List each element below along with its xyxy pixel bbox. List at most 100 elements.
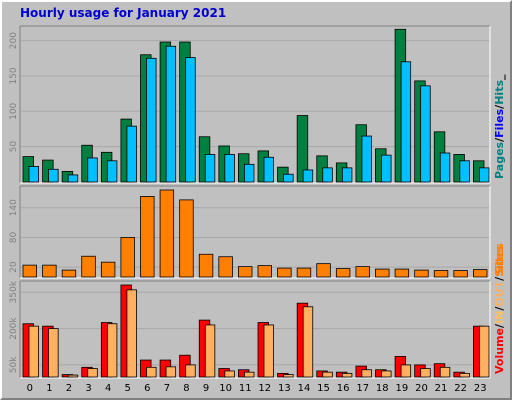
legend-entry: OUT <box>493 280 506 306</box>
xtick-label: 3 <box>85 383 91 394</box>
chart-title: Hourly usage for January 2021 <box>20 6 227 20</box>
xtick-label: 10 <box>219 383 232 394</box>
ytick-label-sites: 20 <box>9 261 19 273</box>
xtick-label: 16 <box>337 383 350 394</box>
legend-entry: Pages <box>493 141 506 179</box>
bar-hits-hits <box>322 167 333 183</box>
bar-sites-sites <box>81 255 96 278</box>
xtick-label: 7 <box>164 383 170 394</box>
panel-hits-background <box>20 26 490 183</box>
bar-sites-sites <box>473 269 488 278</box>
legend-entry: Files <box>493 108 506 138</box>
bar-volume-kb-out <box>459 372 470 378</box>
xtick-label: 23 <box>474 383 487 394</box>
bar-sites-sites <box>140 196 155 278</box>
legend-entry: / <box>493 276 506 281</box>
bar-sites-sites <box>179 199 194 278</box>
bar-volume-kb-out <box>341 372 353 378</box>
legend-entry: IN <box>493 311 506 324</box>
legend-entry: Volume <box>493 328 506 374</box>
bar-sites-sites <box>375 268 390 278</box>
legend-entry: / <box>493 137 506 142</box>
bar-volume-kb-out <box>244 371 255 378</box>
xtick-label: 13 <box>278 383 291 394</box>
bar-hits-hits <box>302 169 314 183</box>
ytick-label-volume: 200k <box>9 317 19 340</box>
xtick-label: 17 <box>356 383 369 394</box>
bar-volume-kb-out <box>381 370 392 378</box>
bar-hits-hits <box>185 57 196 183</box>
bar-volume-kb-out <box>106 323 118 378</box>
bar-volume-kb-out <box>224 370 235 378</box>
legend-entry: / <box>493 104 506 109</box>
bar-volume-kb-out <box>204 324 216 378</box>
bar-volume-kb-out <box>302 306 314 378</box>
bar-volume-kb-out <box>87 368 98 378</box>
bar-hits-hits <box>263 156 274 183</box>
bar-volume-kb-out <box>146 366 157 378</box>
bar-sites-sites <box>22 264 37 278</box>
xtick-label: 4 <box>105 383 111 394</box>
xtick-label: 19 <box>396 383 409 394</box>
bar-volume-kb-out <box>263 324 274 378</box>
ytick-label-volume: 350k <box>9 280 19 303</box>
legend-sites: Sites <box>493 243 506 274</box>
xtick-label: 8 <box>183 383 189 394</box>
bar-hits-hits <box>146 57 157 183</box>
panel-volume-background <box>20 281 490 378</box>
legend-entry: / <box>493 306 506 311</box>
xtick-label: 5 <box>125 383 131 394</box>
xtick-label: 18 <box>376 383 389 394</box>
bar-sites-sites <box>414 269 429 278</box>
legend-entry: / <box>493 323 506 328</box>
bar-volume-kb-out <box>361 369 372 378</box>
bar-sites-sites <box>159 189 175 278</box>
bar-sites-sites <box>61 269 77 278</box>
bar-volume-kb-out <box>67 374 79 378</box>
bar-volume-kb-out <box>165 366 177 378</box>
bar-hits-pages <box>296 115 309 183</box>
ytick-label-hits: 150 <box>9 67 19 84</box>
bar-hits-hits <box>361 135 372 183</box>
bar-volume-kb-out <box>48 328 59 378</box>
bar-volume-kb-out <box>420 368 431 378</box>
legend-entry: Hits <box>493 80 506 105</box>
bar-sites-sites <box>198 253 214 278</box>
bar-hits-hits <box>439 152 451 183</box>
xtick-label: 14 <box>298 383 311 394</box>
xtick-label: 11 <box>239 383 252 394</box>
bar-sites-sites <box>277 267 292 278</box>
ytick-label-hits: 50 <box>9 141 19 153</box>
panel-sites-background <box>20 186 490 278</box>
xtick-label: 20 <box>415 383 428 394</box>
ytick-label-volume: 50k <box>9 356 19 373</box>
xtick-label: 6 <box>144 383 150 394</box>
bar-sites-sites <box>433 270 449 278</box>
bar-volume-kb-out <box>400 364 412 378</box>
legend-entry: _ <box>493 74 506 80</box>
bar-hits-hits <box>381 154 392 183</box>
bar-sites-sites <box>453 270 468 278</box>
ytick-label-sites: 80 <box>9 231 19 243</box>
bar-hits-hits <box>165 45 177 183</box>
bar-hits-hits <box>400 61 412 183</box>
bar-hits-hits <box>420 85 431 183</box>
xtick-label: 21 <box>435 383 448 394</box>
ytick-label-hits: 200 <box>9 32 19 49</box>
xtick-label: 0 <box>27 383 33 394</box>
bar-sites-sites <box>296 267 312 278</box>
xtick-label: 1 <box>46 383 52 394</box>
bar-volume-kb-out <box>283 374 294 378</box>
bar-hits-hits <box>126 125 137 183</box>
bar-volume-kb-out <box>126 289 137 378</box>
legend-volume: Volume/IN/OUT/Sites <box>493 245 506 374</box>
xtick-label: 22 <box>454 383 467 394</box>
legend-entry: Sites <box>493 245 506 276</box>
xtick-label: 2 <box>66 383 72 394</box>
bar-hits-hits <box>459 160 470 183</box>
xtick-label: 9 <box>203 383 209 394</box>
xtick-label: 15 <box>317 383 330 394</box>
bar-sites-sites <box>120 237 135 278</box>
bar-sites-sites <box>335 268 351 278</box>
bar-hits-hits <box>224 154 235 183</box>
